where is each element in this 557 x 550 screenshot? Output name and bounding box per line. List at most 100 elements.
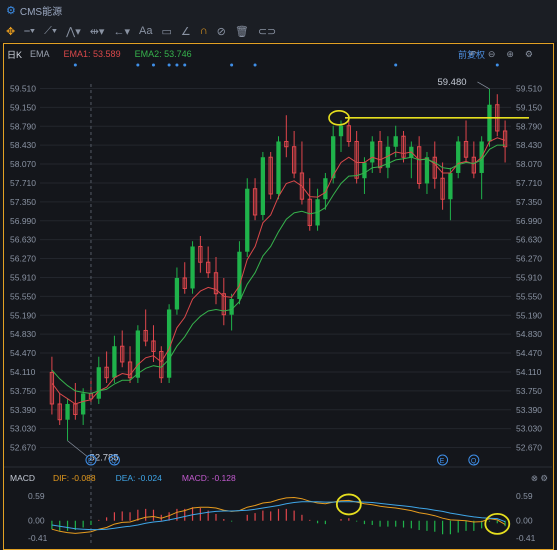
trash-icon[interactable]: 🗑 xyxy=(234,25,249,38)
price-chart[interactable]: 59.510 59.510 59.150 59.150 58.790 58.790 58.4… xyxy=(4,44,552,548)
macd-value: MACD: -0.128 xyxy=(181,473,236,483)
link-icon[interactable]: ⊂⊃ xyxy=(257,25,277,38)
candle-body-down xyxy=(49,371,55,405)
period-selector[interactable]: 日K xyxy=(7,49,23,60)
event-marker xyxy=(175,63,179,67)
candle-body-up xyxy=(81,393,86,415)
y-tick-left: 52.670 xyxy=(10,443,36,453)
macd-tick-right: 0.59 xyxy=(516,491,533,501)
macd-dif-value: DIF: -0.088 xyxy=(53,473,96,483)
line-tool-icon[interactable]: ⎯▾ xyxy=(24,24,36,37)
candle-body-down xyxy=(401,135,406,158)
candle-body-down xyxy=(57,403,62,421)
note-tool-icon[interactable]: ▭ xyxy=(161,25,172,38)
undo-icon[interactable]: ↶ xyxy=(469,48,477,59)
candle-body-up xyxy=(370,141,375,163)
candle-body-up xyxy=(456,141,461,173)
magnet-icon[interactable]: ∩ xyxy=(199,25,208,37)
max-price-label: 59.480 xyxy=(437,77,466,88)
y-tick-right: 58.070 xyxy=(516,159,542,169)
min-price-label: 52.785 xyxy=(90,453,119,464)
drawing-toolbar: ✥ ⎯▾ ⟋▾ ⋀▾ ⇹▾ ←▾ Aa ▭ ∠ ∩ ⊘ 🗑 ⊂⊃ xyxy=(0,20,557,42)
candle-body-down xyxy=(284,140,289,148)
y-tick-left: 59.510 xyxy=(10,83,36,93)
y-tick-left: 56.270 xyxy=(10,254,36,264)
y-tick-right: 54.830 xyxy=(516,329,542,339)
y-tick-left: 53.390 xyxy=(10,405,36,415)
chart-header: 日K EMA EMA1: 53.589 EMA2: 53.746 前复权 ↶ ⊖… xyxy=(7,46,551,62)
min-price-pointer xyxy=(67,440,88,457)
y-tick-left: 53.030 xyxy=(10,424,36,434)
text-tool-icon[interactable]: Aa xyxy=(139,25,153,37)
app-icon: ⚙ xyxy=(6,4,16,17)
y-tick-right: 53.030 xyxy=(516,424,542,434)
indicator-name[interactable]: EMA xyxy=(30,49,50,59)
candle-body-down xyxy=(206,261,211,274)
y-tick-left: 56.990 xyxy=(10,216,36,226)
pen-tool-icon[interactable]: ⟋▾ xyxy=(44,24,58,37)
candle-body-up xyxy=(331,136,336,179)
macd-name[interactable]: MACD xyxy=(10,473,36,483)
range-tool-icon[interactable]: ⇹▾ xyxy=(89,25,105,38)
y-tick-left: 58.790 xyxy=(10,121,36,131)
candle-body-up xyxy=(487,104,492,142)
y-tick-left: 54.470 xyxy=(10,348,36,358)
lock-icon[interactable]: ⊘ xyxy=(216,25,226,38)
event-badge xyxy=(437,454,449,466)
y-tick-right: 55.550 xyxy=(516,291,542,301)
event-badge xyxy=(85,454,97,466)
settings-icon[interactable]: ⚙ xyxy=(524,48,533,59)
candle-body-down xyxy=(159,350,164,379)
candle-body-up xyxy=(393,136,398,147)
candle-body-up xyxy=(190,246,195,289)
event-badge-label: Q xyxy=(111,458,117,465)
ema2-line xyxy=(51,144,506,395)
candle-body-up xyxy=(112,346,117,378)
close-indicator-icon[interactable]: ⊗ ⚙ xyxy=(530,472,548,483)
candle-body-up xyxy=(323,178,328,200)
y-tick-right: 58.430 xyxy=(516,140,542,150)
arrow-tool-icon[interactable]: ←▾ xyxy=(113,25,130,38)
macd-tick-left: 0.59 xyxy=(28,491,45,501)
y-tick-right: 53.750 xyxy=(516,386,542,396)
candle-body-down xyxy=(463,140,469,158)
chart-controls: ↶ ⊖ ⊕ ⚙ xyxy=(469,49,541,60)
candle-body-down xyxy=(440,177,445,200)
candle-body-down xyxy=(346,125,351,142)
event-marker xyxy=(136,63,140,67)
candle-body-down xyxy=(143,329,148,342)
candle-body-down xyxy=(416,146,422,184)
y-tick-right: 59.510 xyxy=(516,83,542,93)
candle-body-up xyxy=(276,141,281,194)
event-marker xyxy=(183,63,187,67)
y-tick-right: 57.710 xyxy=(516,178,542,188)
y-tick-left: 54.830 xyxy=(10,329,36,339)
candle-body-up xyxy=(96,367,101,399)
annotation-circle-macd xyxy=(335,493,362,516)
y-tick-right: 56.270 xyxy=(516,254,542,264)
candle-body-down xyxy=(213,272,219,295)
y-tick-right: 54.110 xyxy=(516,367,542,377)
zoom-out-icon[interactable]: ⊖ xyxy=(487,48,496,59)
candle-body-down xyxy=(182,277,187,289)
candle-body-down xyxy=(299,172,305,200)
event-badge xyxy=(468,454,480,466)
adjust-selector[interactable]: 前复权 xyxy=(457,49,485,60)
event-marker xyxy=(394,63,398,67)
event-marker xyxy=(151,63,155,67)
candle-body-down xyxy=(151,340,156,352)
candle-body-down xyxy=(502,130,508,148)
y-tick-left: 54.110 xyxy=(10,367,36,377)
candle-body-down xyxy=(221,293,226,316)
y-tick-right: 58.790 xyxy=(516,121,542,131)
polyline-tool-icon[interactable]: ⋀▾ xyxy=(66,25,81,38)
y-tick-left: 57.350 xyxy=(10,197,36,207)
chart-frame: 日K EMA EMA1: 53.589 EMA2: 53.746 前复权 ↶ ⊖… xyxy=(3,43,554,550)
crosshair-icon[interactable]: ✥ xyxy=(6,25,16,38)
candle-body-down xyxy=(377,140,383,169)
y-tick-right: 56.630 xyxy=(516,235,542,245)
zoom-in-icon[interactable]: ⊕ xyxy=(506,48,514,59)
angle-tool-icon[interactable]: ∠ xyxy=(180,25,191,38)
y-tick-right: 57.350 xyxy=(516,197,542,207)
y-tick-right: 52.670 xyxy=(516,443,542,453)
